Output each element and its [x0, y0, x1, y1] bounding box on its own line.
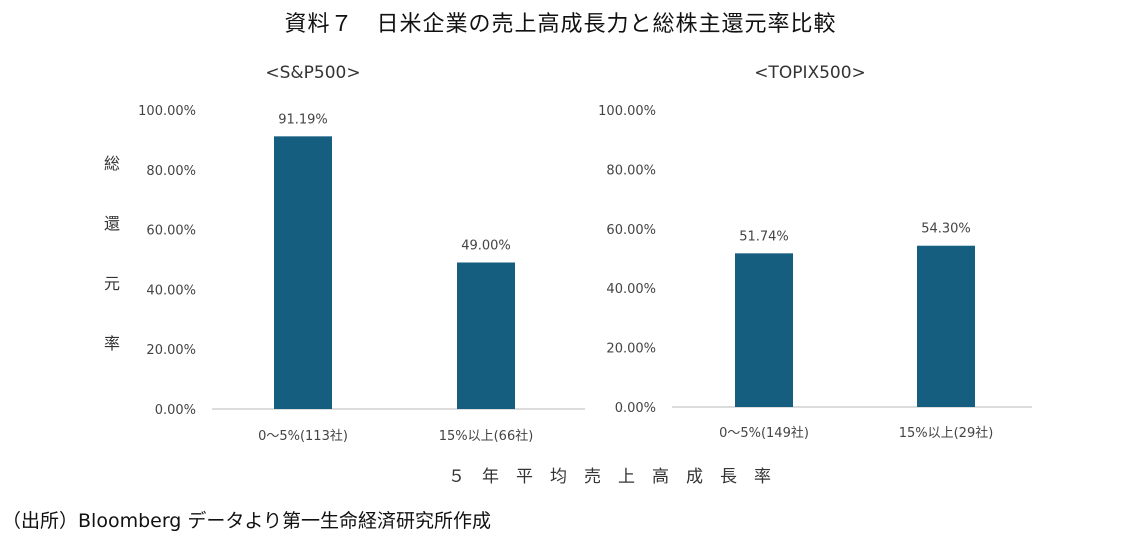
bar [735, 253, 793, 407]
y-tick-label: 80.00% [606, 163, 656, 178]
y-axis-label-char: 還 [103, 214, 120, 233]
category-label: 15%以上(66社) [439, 428, 534, 444]
y-axis-label-char: 元 [103, 274, 120, 293]
y-tick-label: 60.00% [146, 224, 196, 239]
y-tick-label: 40.00% [606, 282, 656, 297]
y-tick-label: 80.00% [146, 164, 196, 179]
data-label: 51.74% [739, 229, 789, 244]
y-tick-label: 100.00% [138, 104, 196, 119]
y-tick-label: 20.00% [606, 342, 656, 357]
bar [917, 245, 975, 407]
category-label: 0～5%(113社) [258, 428, 348, 444]
y-tick-label: 0.00% [155, 403, 196, 418]
y-tick-label: 40.00% [146, 283, 196, 298]
page-title: 資料７ 日米企業の売上高成長力と総株主還元率比較 [284, 12, 837, 37]
y-tick-label: 60.00% [606, 223, 656, 238]
y-axis-label-char: 率 [103, 334, 120, 353]
x-axis-label: ５年平均売上高成長率 [448, 467, 788, 487]
y-tick-label: 20.00% [146, 343, 196, 358]
bar [457, 262, 515, 409]
category-label: 0～5%(149社) [719, 425, 809, 441]
data-label: 54.30% [921, 222, 971, 237]
category-label: 15%以上(29社) [899, 425, 994, 441]
data-label: 91.19% [278, 112, 328, 127]
y-axis-label: 総還元率 [100, 152, 124, 392]
data-label: 49.00% [461, 238, 511, 253]
chart-title: <S&P500> [265, 63, 360, 83]
y-tick-label: 100.00% [598, 104, 656, 119]
y-axis-label-char: 総 [103, 154, 120, 173]
chart-title: <TOPIX500> [754, 63, 866, 83]
bar [274, 136, 332, 409]
source-note: （出所）Bloomberg データより第一生命経済研究所作成 [2, 510, 492, 532]
y-tick-label: 0.00% [615, 401, 656, 416]
